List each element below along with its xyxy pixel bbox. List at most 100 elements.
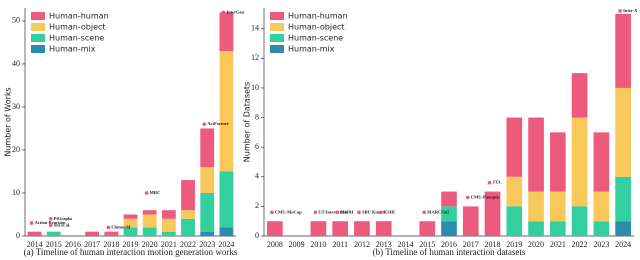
bar-segment: [200, 128, 215, 168]
legend-label: Human-object: [49, 23, 106, 32]
bar-segment: [549, 132, 566, 192]
y-tick-label: 10: [12, 188, 20, 197]
x-tick-label: 2015: [46, 240, 62, 249]
x-tick-label: 2022: [180, 240, 196, 249]
bar-segment: [528, 191, 544, 222]
x-tick-label: 2024: [615, 240, 631, 249]
x-tick-label: 2011: [332, 240, 348, 249]
annotation-label: Shi et al.: [54, 222, 71, 227]
bar-segment: [200, 167, 215, 193]
legend-swatch: [31, 34, 45, 42]
annotation-dot: [487, 180, 492, 185]
legend-swatch: [270, 45, 284, 53]
legend-swatch: [31, 23, 45, 31]
bar-segment: [104, 231, 119, 236]
y-tick-label: 8: [255, 112, 259, 121]
bar-segment: [46, 231, 61, 236]
x-tick-label: 2024: [218, 240, 234, 249]
legend-swatch: [270, 34, 284, 42]
bar-segment: [142, 214, 157, 228]
legend-label: Human-scene: [49, 34, 104, 43]
annotation-label: M3DH: [340, 209, 354, 214]
bar-segment: [506, 206, 523, 236]
bar-segment: [593, 132, 610, 192]
bar-segment: [549, 221, 566, 236]
annotation-dot: [48, 216, 53, 221]
x-tick-label: 2017: [84, 240, 100, 249]
legend-label: Human-mix: [49, 45, 96, 54]
annotation-label: Action Reaction: [35, 220, 66, 225]
y-tick-label: 6: [255, 142, 259, 151]
bar-segment: [181, 210, 195, 219]
annotation-label: ActFormer: [207, 121, 229, 126]
annotation-dot: [221, 10, 226, 15]
annotation-label: CMU-Panoptic: [471, 195, 500, 200]
x-tick-label: 2018: [485, 240, 501, 249]
annotation-dot: [357, 210, 361, 215]
bar-segment: [375, 221, 392, 236]
x-tick-label: 2023: [593, 240, 609, 249]
x-tick-label: 2017: [463, 240, 479, 249]
bar-segment: [441, 191, 457, 207]
bar-segment: [593, 191, 610, 222]
bar-segment: [571, 206, 588, 236]
bar-segment: [332, 221, 349, 236]
bar-segment: [142, 227, 157, 236]
y-tick-label: 2: [255, 201, 259, 210]
x-tick-label: 2023: [199, 240, 215, 249]
bar-segment: [123, 227, 138, 236]
bar-segment: [123, 214, 138, 219]
x-tick-label: 2019: [506, 240, 522, 249]
annotation-label: PiGraphs: [54, 216, 73, 221]
x-tick-label: 2009: [289, 240, 305, 249]
y-axis-label: Number of Datasets: [243, 82, 252, 162]
bar-segment: [615, 87, 631, 177]
annotation-label: Inter-X: [623, 8, 638, 13]
annotation-dot: [313, 210, 318, 215]
bar-segment: [161, 210, 176, 219]
annotation-label: SBU Kinect: [362, 209, 385, 214]
y-tick-label: 0: [255, 231, 259, 240]
legend-label: Human-object: [288, 23, 345, 32]
annotation-label: K3HI: [384, 209, 395, 214]
annotation-label: MARCOnI: [427, 209, 449, 214]
bar-segment: [219, 51, 234, 172]
y-tick-label: 4: [255, 172, 259, 181]
y-tick-label: 40: [12, 59, 20, 68]
x-tick-label: 2020: [142, 240, 158, 249]
annotation-dot: [422, 210, 427, 215]
y-tick-label: 10: [251, 83, 259, 92]
annotation-label: UT-Interaction: [318, 209, 347, 214]
bar-segment: [549, 191, 566, 222]
bar-segment: [484, 191, 501, 236]
bar-segment: [571, 73, 588, 118]
x-tick-label: 2013: [376, 240, 392, 249]
annotation-label: JTA: [493, 180, 502, 185]
x-tick-label: 2021: [550, 240, 566, 249]
x-tick-label: 2010: [310, 240, 326, 249]
legend-swatch: [270, 23, 284, 31]
bar-segment: [354, 221, 370, 236]
bar-segment: [161, 231, 176, 236]
bar-segment: [441, 221, 457, 236]
x-tick-label: 2014: [397, 240, 413, 249]
annotation-label: Chiton-M: [111, 224, 131, 229]
bar-segment: [506, 117, 523, 177]
annotation-dot: [335, 210, 339, 215]
annotation-dot: [270, 210, 274, 215]
annotation-dot: [48, 223, 53, 228]
annotation-dot: [106, 225, 111, 230]
y-tick-label: 12: [251, 53, 259, 62]
bar-segment: [462, 206, 479, 236]
bar-segment: [615, 13, 631, 88]
caption: (a) Timeline of human interaction motion…: [24, 247, 238, 257]
bar-segment: [123, 218, 138, 228]
legend-swatch: [270, 12, 284, 20]
bar-segment: [219, 227, 234, 236]
y-tick-label: 50: [12, 16, 20, 25]
annotation-dot: [29, 221, 34, 225]
annotation-label: MRC: [150, 190, 161, 195]
legend-label: Human-human: [288, 12, 348, 21]
bar-segment: [142, 210, 157, 215]
